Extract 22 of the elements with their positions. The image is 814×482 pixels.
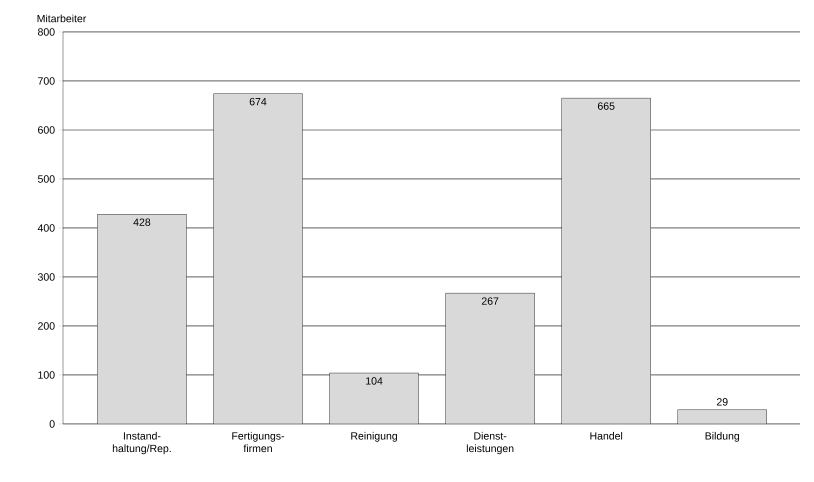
x-tick-label: Instand- haltung/Rep. (112, 432, 171, 454)
y-tick-label: 0 (50, 420, 55, 428)
y-tick-label: 500 (38, 175, 55, 183)
data-label: 29 (716, 398, 728, 406)
data-label: 674 (250, 98, 266, 106)
y-tick-label: 700 (38, 77, 55, 85)
y-tick-label: 600 (38, 126, 55, 134)
y-axis-title: Mitarbeiter (38, 14, 86, 22)
data-label: 104 (366, 377, 383, 385)
data-label: 665 (598, 102, 615, 110)
x-tick-label: Bildung (706, 432, 740, 442)
x-tick-label: Reinigung (351, 432, 398, 442)
y-tick-label: 200 (38, 322, 55, 330)
data-label: 428 (133, 218, 150, 226)
x-tick-label: Handel (590, 432, 622, 440)
x-tick-label: Dienst- leistungen (466, 432, 514, 454)
y-tick-label: 300 (38, 273, 55, 281)
y-tick-label: 800 (38, 28, 55, 36)
y-tick-label: 400 (38, 224, 55, 232)
x-tick-label: Fertigungs- firmen (232, 432, 284, 452)
data-label: 267 (482, 297, 498, 305)
y-tick-label: 100 (38, 371, 55, 379)
